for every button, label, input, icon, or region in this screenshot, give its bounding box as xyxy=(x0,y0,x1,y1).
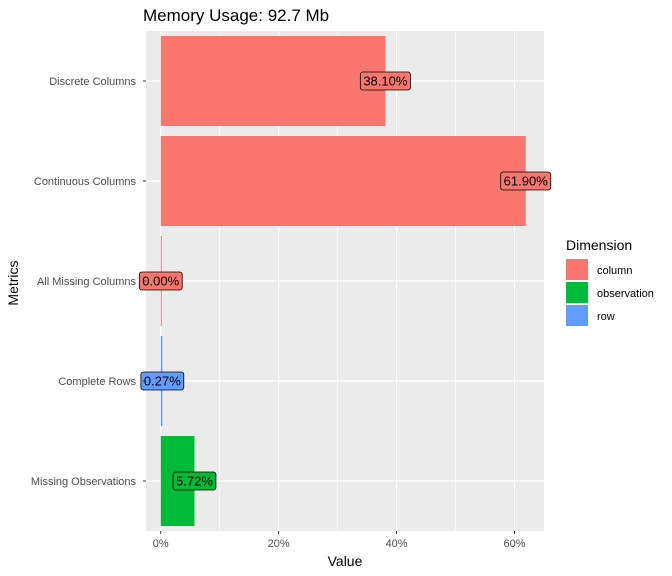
legend-swatch xyxy=(566,259,588,280)
x-tick-label: 60% xyxy=(504,538,526,550)
data-label: 5.72% xyxy=(172,471,217,491)
legend: Dimension column observation row xyxy=(566,237,654,326)
x-axis-title: Value xyxy=(328,553,363,569)
legend-label: column xyxy=(597,265,632,277)
bars xyxy=(160,36,526,526)
legend-swatch xyxy=(566,305,588,326)
bar xyxy=(160,36,386,126)
data-label: 38.10% xyxy=(359,71,411,91)
y-tick-label: Discrete Columns xyxy=(49,76,136,88)
legend-swatch xyxy=(566,282,588,303)
y-axis-title: Metrics xyxy=(5,260,21,305)
y-tick-label: Continuous Columns xyxy=(34,176,137,188)
y-tick-label: All Missing Columns xyxy=(37,276,137,288)
y-tick-label: Complete Rows xyxy=(58,376,136,388)
y-tick-label: Missing Observations xyxy=(31,476,137,488)
data-label: 61.90% xyxy=(500,171,552,191)
data-label-text: 0.27% xyxy=(144,374,181,389)
data-label-box xyxy=(138,271,183,291)
data-label-box xyxy=(500,171,552,191)
legend-label: observation xyxy=(597,288,654,300)
data-label-text: 5.72% xyxy=(176,474,213,489)
x-tick-label: 40% xyxy=(386,538,408,550)
y-axis: Discrete Columns Continuous Columns All Mi… xyxy=(31,76,146,488)
data-labels: 38.10% 61.90% 0.00% 0.27% 5.72% xyxy=(138,71,552,491)
x-axis: 0% 20% 40% 60% xyxy=(153,531,526,550)
data-label-text: 38.10% xyxy=(363,74,408,89)
bar xyxy=(160,136,526,226)
x-tick-label: 0% xyxy=(153,538,169,550)
data-label-box xyxy=(140,371,185,391)
data-label: 0.00% xyxy=(138,271,183,291)
legend-title: Dimension xyxy=(566,237,632,253)
data-label-text: 0.00% xyxy=(142,274,179,289)
chart-title: Memory Usage: 92.7 Mb xyxy=(143,6,329,25)
legend-label: row xyxy=(597,311,615,323)
data-label-box xyxy=(172,471,217,491)
x-tick-label: 20% xyxy=(268,538,290,550)
data-label-box xyxy=(359,71,411,91)
data-label-text: 61.90% xyxy=(504,174,549,189)
data-label: 0.27% xyxy=(140,371,185,391)
